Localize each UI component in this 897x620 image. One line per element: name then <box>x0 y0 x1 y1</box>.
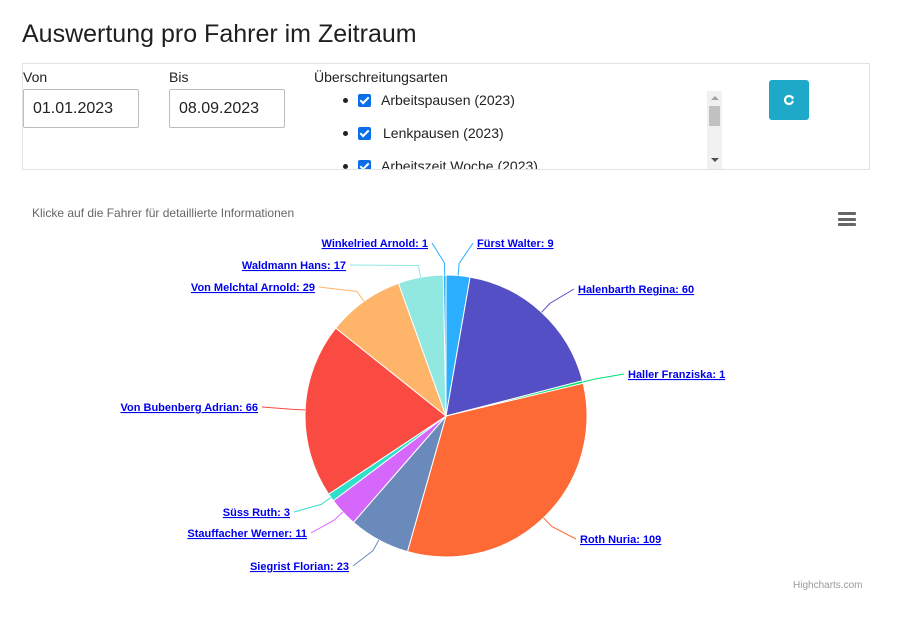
data-label-haller-franziska[interactable]: Haller Franziska: 1 <box>628 369 725 381</box>
connector-haller-franziska <box>582 373 625 383</box>
connector-von-bubenberg-adrian <box>261 406 306 411</box>
type-label: Lenkpausen (2023) <box>383 125 504 141</box>
filter-panel: Von Bis Überschreitungsarten Arbeitspaus… <box>22 63 870 170</box>
refresh-button[interactable] <box>769 80 809 120</box>
data-label-stauffacher-werner[interactable]: Stauffacher Werner: 11 <box>187 528 307 540</box>
types-scrollbar[interactable] <box>707 91 722 169</box>
from-label: Von <box>23 69 48 85</box>
connector-winkelried-arnold <box>431 242 446 276</box>
connector-von-melchtal-arnold <box>318 286 365 302</box>
credits-link[interactable]: Highcharts.com <box>793 580 863 591</box>
to-label: Bis <box>169 69 189 85</box>
list-item[interactable]: Arbeitszeit Woche (2023) <box>343 156 538 170</box>
list-item[interactable]: Lenkpausen (2023) <box>343 123 504 143</box>
data-label-waldmann-hans[interactable]: Waldmann Hans: 17 <box>242 260 346 272</box>
pie-slice-halenbarth-regina[interactable] <box>445 276 584 417</box>
violation-types-label: Überschreitungsarten <box>314 69 448 85</box>
page-title: Auswertung pro Fahrer im Zeitraum <box>22 20 417 48</box>
data-label-winkelried-arnold[interactable]: Winkelried Arnold: 1 <box>322 238 428 250</box>
connector-s-ss-ruth <box>293 497 332 513</box>
to-date-input[interactable] <box>169 89 285 128</box>
data-label-roth-nuria[interactable]: Roth Nuria: 109 <box>580 534 661 546</box>
connector-f-rst-walter <box>457 242 474 276</box>
data-label-siegrist-florian[interactable]: Siegrist Florian: 23 <box>250 561 349 573</box>
pie-slice-winkelried-arnold[interactable] <box>442 274 447 417</box>
data-label-von-melchtal-arnold[interactable]: Von Melchtal Arnold: 29 <box>191 282 315 294</box>
data-label-f-rst-walter[interactable]: Fürst Walter: 9 <box>477 238 554 250</box>
type-label: Arbeitszeit Woche (2023) <box>381 158 538 170</box>
connector-stauffacher-werner <box>310 511 344 534</box>
type-label: Arbeitspausen (2023) <box>381 92 515 108</box>
bullet-icon <box>343 163 348 169</box>
data-label-von-bubenberg-adrian[interactable]: Von Bubenberg Adrian: 66 <box>120 402 258 414</box>
connector-halenbarth-regina <box>541 288 575 313</box>
scroll-up-arrow-icon[interactable] <box>711 96 719 100</box>
scroll-thumb[interactable] <box>709 106 720 126</box>
data-label-halenbarth-regina[interactable]: Halenbarth Regina: 60 <box>578 284 694 296</box>
scroll-down-arrow-icon[interactable] <box>711 158 719 162</box>
connector-siegrist-florian <box>352 539 380 567</box>
connector-waldmann-hans <box>349 264 422 278</box>
list-item[interactable]: Arbeitspausen (2023) <box>343 90 515 110</box>
checkbox-arbeitspausen[interactable] <box>358 93 371 107</box>
checkbox-lenkpausen[interactable] <box>358 126 371 140</box>
refresh-icon <box>784 94 794 106</box>
from-date-input[interactable] <box>23 89 139 128</box>
bullet-icon <box>343 130 348 136</box>
pie-slice-von-bubenberg-adrian[interactable] <box>304 327 447 495</box>
data-label-s-ss-ruth[interactable]: Süss Ruth: 3 <box>223 507 290 519</box>
hamburger-menu-icon[interactable] <box>838 212 856 226</box>
bullet-icon <box>343 97 348 103</box>
chart-hint: Klicke auf die Fahrer für detaillierte I… <box>32 206 295 220</box>
violation-types-list: Arbeitspausen (2023) Lenkpausen (2023) A… <box>333 87 733 170</box>
connector-roth-nuria <box>543 517 577 540</box>
checkbox-arbeitszeit-woche[interactable] <box>358 159 371 169</box>
